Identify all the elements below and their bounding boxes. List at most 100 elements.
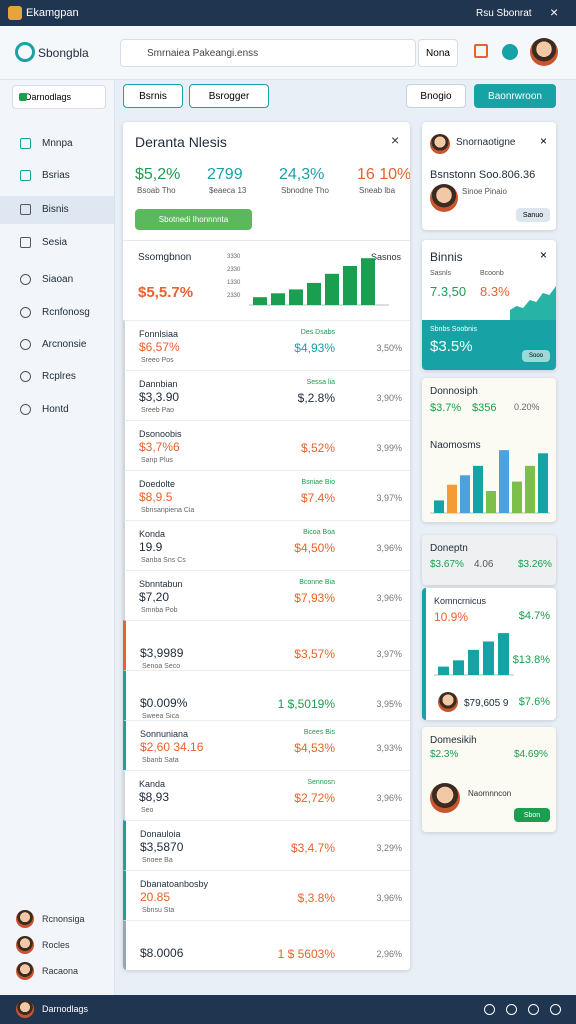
row-mid: $,52%	[300, 441, 335, 455]
nav-item[interactable]: Hontd	[0, 396, 114, 424]
nav-item[interactable]: Sesia	[0, 229, 114, 257]
divider	[123, 240, 410, 241]
dropdown-icon	[19, 93, 27, 101]
row-sub: Sanba Sns Cs	[141, 557, 186, 564]
close-icon: ×	[550, 4, 559, 20]
row-right: 3,96%	[376, 543, 402, 553]
row-value: $2,60 34.16	[140, 740, 204, 754]
stat-value: $3.67%	[430, 559, 464, 570]
stat-label: Sneab lba	[359, 186, 396, 195]
list-row: Dsonoobis $3,7%6 Sanp Plus $,52% 3,99%	[123, 420, 410, 470]
nav-item[interactable]: Siaoan	[0, 266, 114, 294]
row-sub: Sbnsanpiena Cia	[141, 507, 195, 514]
list-row: Donauloia $3,5870 Snoee Ba $3,4.7% 3,29%	[123, 820, 410, 870]
bar	[253, 297, 267, 305]
row-right: 3,97%	[376, 493, 402, 503]
footer-item: Racaona	[42, 966, 79, 976]
card-button[interactable]: Sbon	[514, 808, 550, 822]
logo-icon	[15, 42, 35, 62]
row-value: $0.009%	[140, 696, 188, 710]
status-icon	[506, 1004, 517, 1015]
chart-title: Ssomgbnon	[138, 252, 192, 263]
list-row: $3,9989 Senoa Seco $3,57% 3,97%	[123, 620, 410, 670]
side-value: $13.8%	[512, 654, 550, 666]
row-right: 3,95%	[376, 699, 402, 709]
stat-value: 7.3,50	[430, 284, 467, 299]
chart-value: $5,5.7%	[138, 284, 194, 301]
close-icon: ×	[540, 134, 548, 148]
header-button[interactable]: Nona	[418, 39, 458, 67]
row-mid: $4,53%	[294, 741, 335, 755]
side-value: $7.6%	[518, 696, 550, 708]
row-mid: $7,93%	[294, 591, 335, 605]
nav-icon	[20, 274, 31, 285]
row-mid-sub: Sennosn	[307, 779, 335, 786]
row-sub: Sweea Sica	[142, 713, 179, 720]
bar	[361, 258, 375, 305]
row-right: 3,97%	[376, 649, 402, 659]
dropdown[interactable]: Darnodlags	[12, 85, 106, 109]
row-sub: Sreeo Pos	[141, 357, 174, 364]
bar	[483, 641, 494, 675]
row-mid-sub: Sessa lia	[306, 379, 335, 386]
nav-item[interactable]: Arcnonsie	[0, 331, 114, 359]
row-mid: 1 $,5019%	[277, 697, 335, 711]
notify-icon	[502, 44, 518, 60]
stat-value: 8.3%	[480, 284, 510, 299]
row-name: Sonnuniana	[140, 729, 189, 739]
stat-value: $356	[472, 402, 497, 414]
chart-legend: Sasnos	[371, 252, 402, 262]
avatar	[16, 962, 34, 980]
nav-item[interactable]: Rcnfonosg	[0, 299, 114, 327]
stat-label: $eaeca 13	[209, 186, 247, 195]
tab-button[interactable]: Baonrwroon	[474, 84, 556, 108]
nav-label: Bisnis	[42, 204, 69, 215]
row-mid: $,2.8%	[297, 391, 335, 405]
band-label: Sbnbs Soobnis	[430, 326, 478, 333]
card-b: Binnis × Sasnls Bcoonb 7.3,50 8.3% Sbnbs Soobn…	[422, 240, 556, 370]
card-button[interactable]: Sanuo	[516, 208, 550, 222]
avatar	[16, 936, 34, 954]
avatar	[16, 910, 34, 928]
cart-icon	[474, 44, 488, 58]
row-mid-sub: Bcees Bis	[303, 729, 335, 736]
tab-button[interactable]: Bnogio	[406, 84, 466, 108]
search-box[interactable]: Smrnaiea Pakeangi.enss	[120, 39, 416, 67]
bar	[498, 633, 509, 675]
search-placeholder: Smrnaiea Pakeangi.enss	[147, 48, 259, 59]
bar	[468, 649, 479, 675]
card-c: Donnosiph $3.7% $356 0.20% Naomosms	[422, 378, 556, 522]
status-text: Darnodlags	[42, 1004, 89, 1014]
row-right: 3,96%	[376, 893, 402, 903]
stat-value: $4.69%	[514, 749, 548, 760]
row-sub: Snoee Ba	[142, 857, 173, 864]
nav-item[interactable]: Mnnpa	[0, 130, 114, 158]
list-row: Sbnntabun $7,20 Smnba Pob Bconne Bia $7,93% 3…	[123, 570, 410, 620]
row-sub: Sreeb Pao	[141, 407, 175, 414]
user-name: Rsu Sbonrat	[476, 8, 532, 19]
band-button[interactable]: Sooo	[522, 350, 550, 362]
stat-value: 0.20%	[514, 402, 540, 412]
nav-item[interactable]: Bsrias	[0, 162, 114, 190]
bar	[512, 481, 522, 513]
nav-item[interactable]: Bisnis	[0, 196, 114, 224]
action-button[interactable]: Sbotnedi Ihonnnnta	[135, 209, 252, 230]
row-sub: Sbanb Sata	[142, 757, 179, 764]
tab[interactable]: Bsrnis	[123, 84, 183, 108]
nav-icon	[20, 204, 31, 215]
row-mid: $4,50%	[294, 541, 335, 555]
footer-item: Rcnonsiga	[42, 914, 85, 924]
y-tick-label: 2330	[227, 267, 241, 273]
bar	[438, 666, 449, 675]
card-title: Donnosiph	[430, 386, 478, 397]
row-name: Dbanatoanbosby	[140, 879, 209, 889]
chart	[430, 450, 550, 514]
card-footer: $79,605 9	[464, 698, 509, 709]
nav-label: Rcplres	[42, 371, 76, 382]
list-row: Fonnlsiaa $6,57% Sreeo Pos Des Dsabs $4,93% 3…	[123, 320, 410, 370]
stat-label: Sbnodne Tho	[281, 186, 329, 195]
main-card: Deranta Nlesis × $5,2% Bsoab Tho 2799 $eaeca …	[123, 122, 410, 970]
row-mid-sub: Bconne Bia	[299, 579, 335, 586]
tab[interactable]: Bsrogger	[189, 84, 269, 108]
nav-item[interactable]: Rcplres	[0, 363, 114, 391]
